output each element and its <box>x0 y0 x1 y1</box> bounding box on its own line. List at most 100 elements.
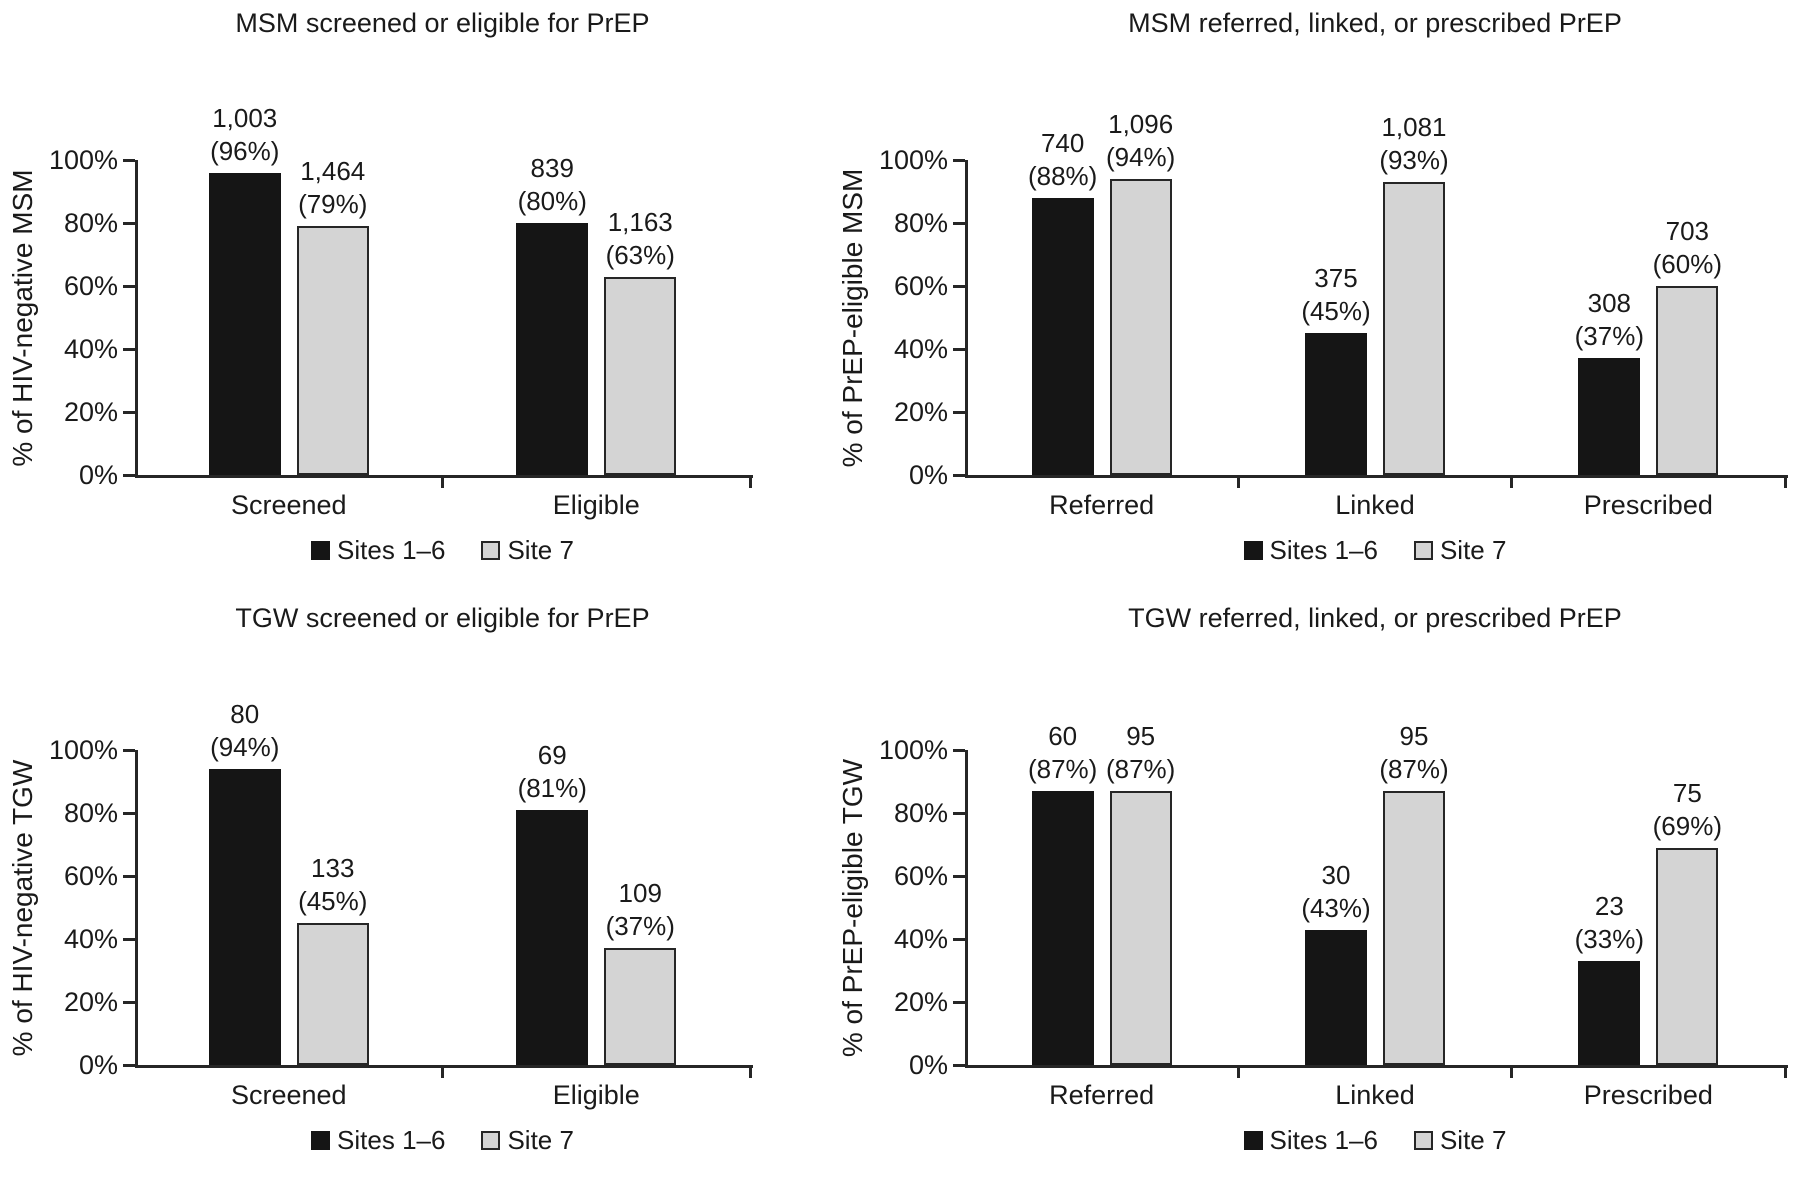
legend-label: Sites 1–6 <box>1269 535 1378 565</box>
y-tick <box>953 748 965 752</box>
bar-sites-1-6 <box>1578 961 1641 1065</box>
y-tick-label: 60% <box>893 271 948 301</box>
y-tick <box>123 221 135 225</box>
y-tick-label: 100% <box>878 735 948 765</box>
x-tick <box>1236 476 1240 488</box>
legend-swatch-site-7 <box>1413 1131 1433 1150</box>
bar-site-7 <box>296 923 369 1065</box>
legend-label: Sites 1–6 <box>1269 1125 1378 1155</box>
bar-value-label: 1,163 (63%) <box>555 206 725 272</box>
y-tick-label: 80% <box>893 208 948 238</box>
bar-count: 60 <box>1048 721 1078 751</box>
legend-item: Sites 1–6 <box>1243 535 1378 566</box>
bar-count: 1,081 <box>1381 112 1447 142</box>
x-tick <box>441 1066 444 1078</box>
y-tick-label: 20% <box>63 987 118 1017</box>
bar-percent: (87%) <box>1027 754 1098 784</box>
x-category-label: Screened <box>230 490 347 520</box>
bar-sites-1-6 <box>1578 358 1641 475</box>
bar-percent: (45%) <box>1301 296 1371 326</box>
y-tick-label: 40% <box>893 334 948 364</box>
y-tick-label: 80% <box>63 798 118 828</box>
bar-value-label: 1,081 (93%) <box>1329 111 1499 177</box>
x-category-label: Prescribed <box>1583 490 1713 520</box>
plot-area <box>965 750 1788 1068</box>
y-axis-label: % of PrEP-eligible TGW <box>837 758 868 1057</box>
legend: Sites 1–6 Site 7 <box>1065 535 1685 566</box>
x-category-label: Linked <box>1335 490 1415 520</box>
legend-label: Site 7 <box>507 1125 574 1155</box>
bar-count: 95 <box>1126 721 1156 751</box>
bar-value-label: 30 (43%) <box>1251 859 1421 925</box>
bar-site-7 <box>1109 179 1172 475</box>
y-tick-label: 40% <box>63 924 118 954</box>
bar-percent: (69%) <box>1652 811 1722 841</box>
bar-percent: (79%) <box>298 189 368 219</box>
y-tick <box>123 347 135 351</box>
x-tick <box>748 1066 752 1078</box>
bar-percent: (96%) <box>210 136 280 166</box>
bar-count: 133 <box>311 853 355 883</box>
y-tick <box>953 937 965 941</box>
bar-count: 1,096 <box>1108 109 1174 139</box>
y-tick-label: 100% <box>48 735 118 765</box>
y-tick <box>953 1063 965 1067</box>
legend-item: Site 7 <box>1413 1125 1506 1156</box>
bar-site-7 <box>1383 791 1445 1065</box>
y-tick-label: 0% <box>78 1050 118 1080</box>
y-tick <box>953 410 965 414</box>
bar-percent: (80%) <box>517 186 587 216</box>
y-axis-label: % of HIV-negative TGW <box>7 759 38 1056</box>
bar-count: 23 <box>1594 891 1624 921</box>
y-tick <box>953 1000 965 1004</box>
bar-percent: (87%) <box>1105 754 1176 784</box>
bar-count: 75 <box>1672 778 1702 808</box>
legend-label: Sites 1–6 <box>337 1125 446 1155</box>
bar-site-7 <box>1383 182 1445 475</box>
y-tick-label: 0% <box>78 460 118 490</box>
legend-item: Sites 1–6 <box>311 1125 445 1156</box>
chart-title: TGW referred, linked, or prescribed PrEP <box>1128 603 1622 633</box>
bar-value-label: 95 (87%) <box>1329 720 1499 786</box>
y-tick-label: 80% <box>893 798 948 828</box>
plot-area <box>135 160 753 478</box>
bar-site-7 <box>1109 791 1172 1065</box>
legend: Sites 1–6 Site 7 <box>1065 1125 1685 1156</box>
y-tick-label: 60% <box>893 861 948 891</box>
bar-count: 308 <box>1587 288 1632 318</box>
x-tick <box>1783 1066 1787 1078</box>
bar-percent: (93%) <box>1379 145 1449 175</box>
x-tick <box>748 476 752 488</box>
y-axis-label: % of PrEP-eligible MSM <box>837 168 868 467</box>
y-tick-label: 20% <box>63 397 118 427</box>
x-tick <box>1236 1066 1240 1078</box>
legend-swatch-site-7 <box>1413 541 1433 560</box>
bar-count: 1,464 <box>300 156 366 186</box>
bar-sites-1-6 <box>516 223 589 475</box>
bar-site-7 <box>604 948 677 1065</box>
legend-swatch-site-7 <box>481 541 501 560</box>
y-tick <box>123 748 135 752</box>
y-tick-label: 40% <box>893 924 948 954</box>
bar-count: 1,163 <box>607 207 673 237</box>
x-category-label: Prescribed <box>1583 1080 1713 1110</box>
bar-site-7 <box>296 226 369 475</box>
legend-item: Site 7 <box>481 535 574 566</box>
y-tick-label: 40% <box>63 334 118 364</box>
bar-value-label: 80 (94%) <box>160 698 330 764</box>
chart-title: MSM referred, linked, or prescribed PrEP <box>1128 8 1622 38</box>
y-tick <box>123 410 135 414</box>
bar-sites-1-6 <box>1031 198 1094 475</box>
y-tick <box>123 473 135 477</box>
bar-value-label: 839 (80%) <box>467 152 637 218</box>
bar-value-label: 1,096 (94%) <box>1056 108 1226 174</box>
legend-label: Site 7 <box>507 535 574 565</box>
y-tick-label: 0% <box>908 460 948 490</box>
y-tick <box>123 811 135 815</box>
bar-value-label: 740 (88%) <box>978 127 1148 193</box>
y-tick <box>953 347 965 351</box>
bar-value-label: 23 (33%) <box>1524 890 1694 956</box>
bar-percent: (94%) <box>210 732 280 762</box>
x-tick <box>1783 476 1787 488</box>
